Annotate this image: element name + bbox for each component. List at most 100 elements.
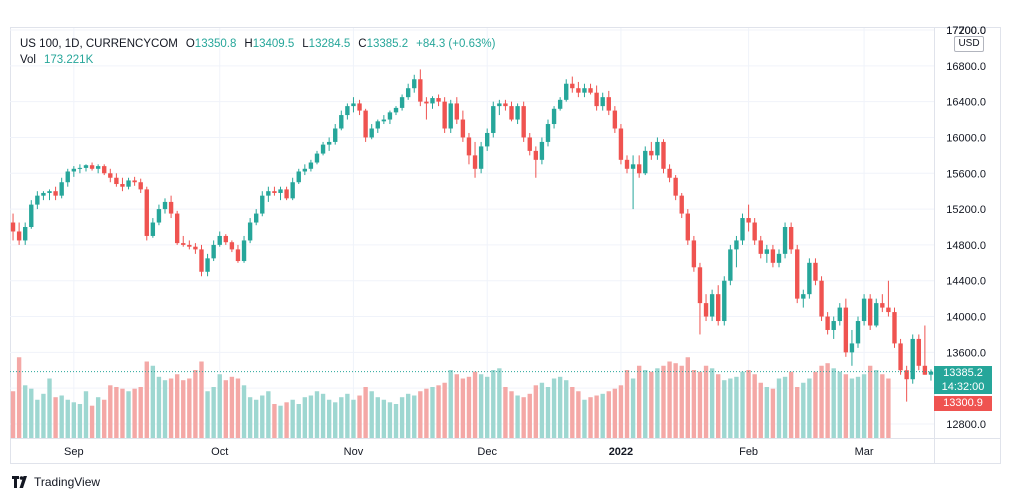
candle-body xyxy=(314,153,320,163)
volume-bar xyxy=(199,361,204,438)
volume-bar xyxy=(618,385,624,438)
volume-bar xyxy=(649,371,654,438)
candle-body xyxy=(643,150,648,174)
volume-bar xyxy=(333,402,338,438)
volume-bar xyxy=(539,382,545,438)
volume-bar xyxy=(71,402,77,438)
candle-body xyxy=(278,189,283,193)
volume-bar xyxy=(217,374,222,438)
currency-badge[interactable]: USD xyxy=(954,36,984,52)
open-label: O xyxy=(185,38,195,50)
volume-bar xyxy=(655,368,660,438)
candle-body xyxy=(673,177,678,196)
candle-body xyxy=(703,303,709,317)
volume-bar xyxy=(399,397,405,438)
candle-body xyxy=(102,166,107,174)
time-axis[interactable]: Sep Oct Nov Dec 2022 Feb Mar xyxy=(64,446,874,458)
volume-bar xyxy=(205,391,210,438)
tradingview-logo-icon xyxy=(12,476,30,488)
volume-bar xyxy=(95,397,101,438)
volume-bar xyxy=(102,399,107,438)
candle-body xyxy=(132,180,137,183)
candle-body xyxy=(916,338,921,366)
volume-bar xyxy=(709,368,715,438)
volume-bar xyxy=(272,404,277,438)
volume-bar xyxy=(691,370,697,438)
volume-bar xyxy=(120,388,125,438)
volume-bar xyxy=(138,387,143,438)
volume-bar xyxy=(326,399,332,438)
candle-body xyxy=(649,150,654,156)
volume-bar xyxy=(576,391,581,438)
volume-bar xyxy=(855,376,861,438)
volume-bar xyxy=(673,363,678,438)
vol-label: Vol xyxy=(20,54,36,66)
volume-bar xyxy=(23,385,28,438)
volume-bar xyxy=(29,388,34,438)
volume-bar xyxy=(770,388,776,438)
candle-body xyxy=(515,106,520,120)
volume-bar xyxy=(247,397,253,438)
candle-body xyxy=(661,141,666,169)
volume-bar xyxy=(254,399,259,438)
candle-body xyxy=(551,108,557,125)
x-tick-label: Mar xyxy=(855,446,874,458)
bar-countdown: 14:32:00 xyxy=(941,381,985,393)
volume-bar xyxy=(521,397,526,438)
candle-body xyxy=(813,262,818,281)
volume-bar xyxy=(612,388,618,438)
candle-body xyxy=(83,165,89,168)
candle-body xyxy=(187,244,192,247)
candle-body xyxy=(478,146,484,169)
candle-body xyxy=(776,253,782,263)
volume-bar xyxy=(193,370,198,438)
candle-body xyxy=(436,98,441,102)
volume-bar xyxy=(880,374,885,438)
candle-body xyxy=(108,173,113,178)
candle-body xyxy=(606,97,611,111)
volume-bar xyxy=(393,404,399,438)
volume-bar xyxy=(813,371,818,438)
candle-body xyxy=(485,132,490,147)
candle-body xyxy=(454,103,459,120)
y-tick-label: 12800.0 xyxy=(946,419,986,431)
volume-bar xyxy=(533,385,539,438)
candle-body xyxy=(819,280,824,317)
volume-bar xyxy=(782,376,788,438)
candle-body xyxy=(339,115,344,129)
candle-body xyxy=(284,189,289,199)
volume-bar xyxy=(284,402,289,438)
volume-bar xyxy=(381,399,387,438)
candle-body xyxy=(460,119,466,138)
y-tick-label: 15200.0 xyxy=(946,204,986,216)
volume-bar xyxy=(339,397,344,438)
candle-body xyxy=(418,79,423,102)
volume-bar xyxy=(260,395,265,438)
y-tick-label: 16400.0 xyxy=(946,97,986,109)
y-tick-label: 17200.0 xyxy=(946,25,986,37)
volume-bar xyxy=(788,371,794,438)
footer-brand[interactable]: TradingView xyxy=(12,475,100,489)
candle-body xyxy=(211,244,216,259)
x-tick-label: Feb xyxy=(739,446,758,458)
candle-body xyxy=(874,303,879,326)
candle-body xyxy=(223,235,228,243)
candle-body xyxy=(855,321,861,344)
candle-body xyxy=(10,222,16,232)
candle-body xyxy=(424,101,429,104)
volume-bar xyxy=(460,378,466,438)
symbol-title: US 100, 1D, CURRENCYCOM xyxy=(20,38,178,50)
candle-body xyxy=(247,222,253,241)
candle-body xyxy=(831,321,836,330)
volume-bar xyxy=(600,393,605,438)
volume-bar xyxy=(235,378,241,438)
candle-body xyxy=(29,204,34,227)
volume-bar xyxy=(679,365,684,438)
volume-bar xyxy=(819,365,824,438)
candle-body xyxy=(728,249,733,281)
y-tick-label: 16000.0 xyxy=(946,132,986,144)
candle-body xyxy=(345,106,350,116)
volume-bar xyxy=(740,371,745,438)
volume-bar xyxy=(636,365,642,438)
